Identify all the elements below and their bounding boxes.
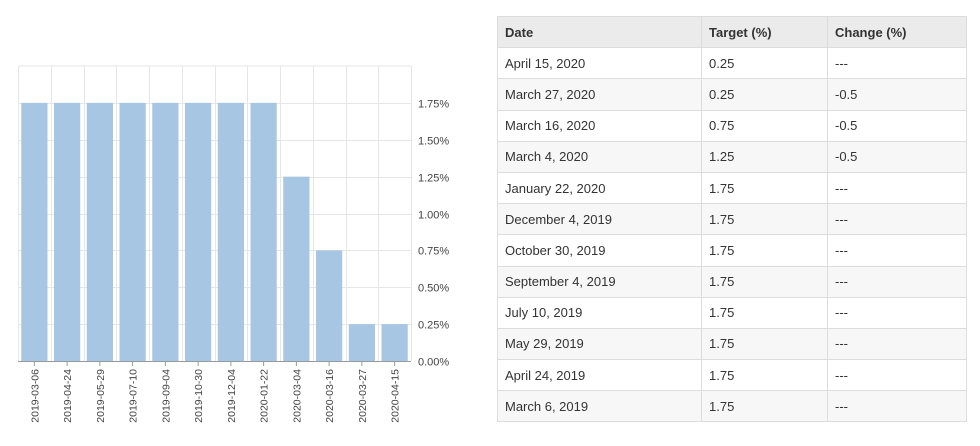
column-header-change: Change (%) xyxy=(827,15,967,49)
cell-change: -0.5 xyxy=(827,140,967,173)
cell-date: March 16, 2020 xyxy=(497,109,702,142)
y-tick-label: 0.00% xyxy=(418,357,449,369)
x-tick-label: 2019-04-24 xyxy=(62,369,74,423)
table-row: July 10, 2019 1.75 --- xyxy=(497,296,967,329)
bar xyxy=(86,102,113,361)
x-tick-label: 2019-12-04 xyxy=(226,369,238,423)
table-header-row: Date Target (%) Change (%) xyxy=(497,15,967,49)
cell-date: July 10, 2019 xyxy=(497,296,702,329)
table-row: April 24, 2019 1.75 --- xyxy=(497,359,967,392)
table-row: May 29, 2019 1.75 --- xyxy=(497,327,967,361)
cell-change: --- xyxy=(827,234,967,267)
cell-change: --- xyxy=(827,171,967,205)
rate-history-table: Date Target (%) Change (%) April 15, 202… xyxy=(497,15,967,423)
x-tick-label: 2019-03-06 xyxy=(29,369,41,423)
cell-target: 1.75 xyxy=(701,203,828,236)
y-tick-label: 1.00% xyxy=(418,210,449,222)
y-tick-label: 0.75% xyxy=(418,246,449,258)
cell-date: October 30, 2019 xyxy=(497,234,702,267)
table-row: January 22, 2020 1.75 --- xyxy=(497,171,967,205)
cell-change: --- xyxy=(827,359,967,392)
cell-date: December 4, 2019 xyxy=(497,203,702,236)
bar xyxy=(217,102,244,361)
table-row: March 4, 2020 1.25 -0.5 xyxy=(497,140,967,173)
bar xyxy=(283,176,310,361)
cell-target: 1.75 xyxy=(701,327,828,361)
cell-change: --- xyxy=(827,327,967,361)
cell-date: April 24, 2019 xyxy=(497,359,702,392)
cell-target: 1.75 xyxy=(701,234,828,267)
table-row: October 30, 2019 1.75 --- xyxy=(497,234,967,267)
rate-bar-chart: 0.00% 0.25% 0.50% 0.75% 1.00% 1.25% 1.50% 1.75%… xyxy=(18,65,449,423)
cell-date: September 4, 2019 xyxy=(497,265,702,298)
x-tick-label: 2020-01-22 xyxy=(259,369,271,423)
cell-target: 1.75 xyxy=(701,390,828,423)
cell-target: 1.75 xyxy=(701,171,828,205)
cell-target: 1.25 xyxy=(701,140,828,173)
cell-change: --- xyxy=(827,265,967,298)
cell-target: 1.75 xyxy=(701,265,828,298)
cell-date: January 22, 2020 xyxy=(497,171,702,205)
cell-change: -0.5 xyxy=(827,78,967,111)
x-tick-label: 2020-03-16 xyxy=(324,369,336,423)
cell-target: 1.75 xyxy=(701,296,828,329)
x-tick-label: 2020-03-04 xyxy=(291,369,303,423)
cell-change: --- xyxy=(827,296,967,329)
x-tick-label: 2019-05-29 xyxy=(95,369,107,423)
x-tick-label: 2020-04-15 xyxy=(390,369,402,423)
cell-target: 0.25 xyxy=(701,47,828,80)
column-header-target: Target (%) xyxy=(701,15,828,49)
y-tick-label: 1.75% xyxy=(418,99,449,111)
bar xyxy=(316,250,343,361)
bar xyxy=(54,102,81,361)
cell-change: --- xyxy=(827,47,967,80)
cell-date: March 4, 2020 xyxy=(497,140,702,173)
cell-date: April 15, 2020 xyxy=(497,47,702,80)
y-tick-label: 0.25% xyxy=(418,320,449,332)
cell-target: 0.25 xyxy=(701,78,828,111)
cell-date: March 6, 2019 xyxy=(497,390,702,423)
x-tick-label: 2020-03-27 xyxy=(357,369,369,423)
table-row: April 15, 2020 0.25 --- xyxy=(497,47,967,80)
bar xyxy=(381,324,408,361)
cell-change: -0.5 xyxy=(827,109,967,142)
bar xyxy=(152,102,179,361)
cell-date: May 29, 2019 xyxy=(497,327,702,361)
x-tick-label: 2019-07-10 xyxy=(128,369,140,423)
y-tick-label: 0.50% xyxy=(418,283,449,295)
y-tick-label: 1.50% xyxy=(418,136,449,148)
table-row: March 6, 2019 1.75 --- xyxy=(497,390,967,423)
table-row: March 27, 2020 0.25 -0.5 xyxy=(497,78,967,111)
bar xyxy=(250,102,277,361)
table-row: December 4, 2019 1.75 --- xyxy=(497,203,967,236)
cell-change: --- xyxy=(827,203,967,236)
cell-target: 0.75 xyxy=(701,109,828,142)
bar xyxy=(119,102,146,361)
table-row: March 16, 2020 0.75 -0.5 xyxy=(497,109,967,142)
x-tick-label: 2019-09-04 xyxy=(160,369,172,423)
cell-date: March 27, 2020 xyxy=(497,78,702,111)
bar xyxy=(21,102,48,361)
table-row: September 4, 2019 1.75 --- xyxy=(497,265,967,298)
x-tick-label: 2019-10-30 xyxy=(193,369,205,423)
cell-change: --- xyxy=(827,390,967,423)
column-header-date: Date xyxy=(497,15,702,49)
y-tick-label: 1.25% xyxy=(418,173,449,185)
bar xyxy=(185,102,212,361)
cell-target: 1.75 xyxy=(701,359,828,392)
bar xyxy=(348,324,375,361)
